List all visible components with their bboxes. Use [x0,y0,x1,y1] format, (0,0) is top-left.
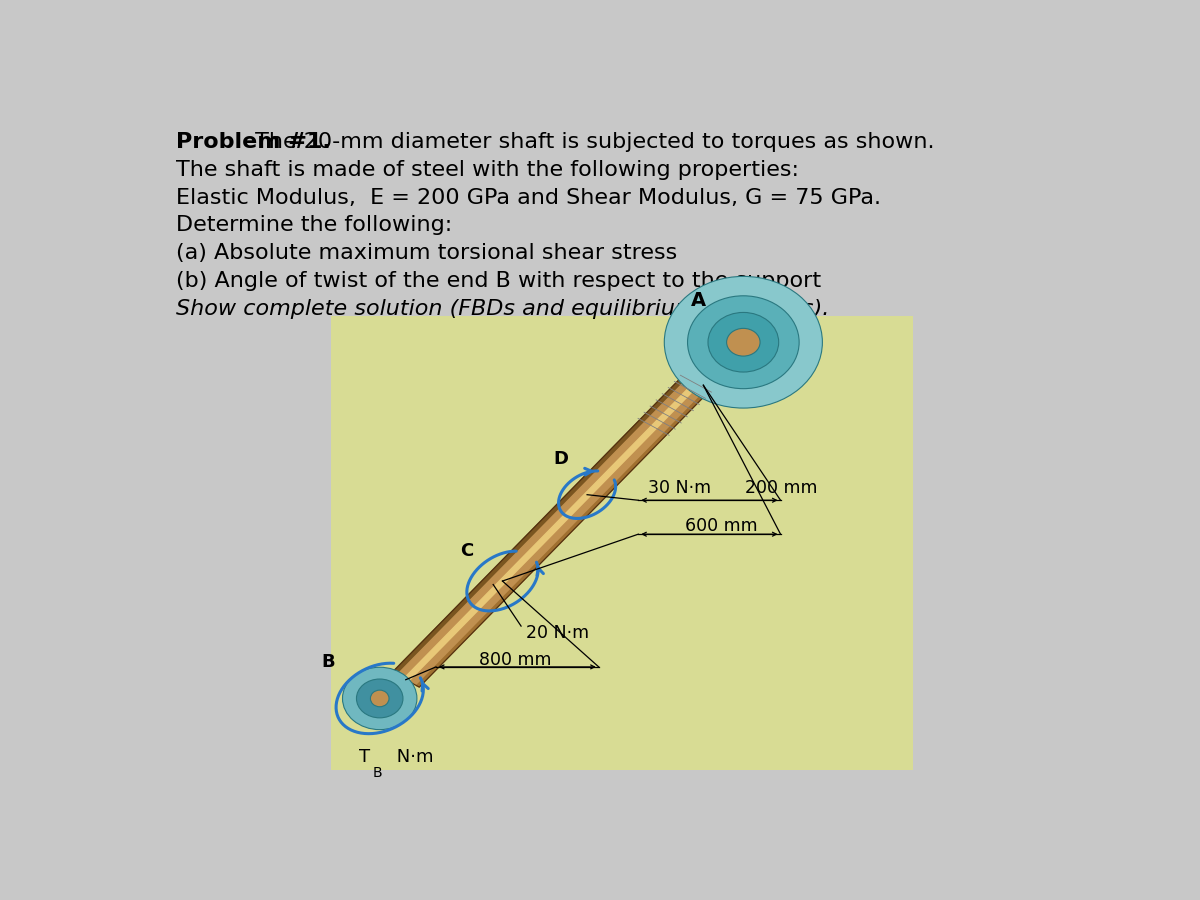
Ellipse shape [727,328,760,356]
Ellipse shape [665,276,822,408]
Text: Determine the following:: Determine the following: [176,215,452,236]
Text: Problem #1.: Problem #1. [176,132,331,152]
Text: B: B [322,652,335,670]
Text: (a) Absolute maximum torsional shear stress: (a) Absolute maximum torsional shear str… [176,243,677,263]
Ellipse shape [708,312,779,372]
Text: B: B [372,767,382,780]
Polygon shape [403,370,712,682]
Text: (b) Angle of twist of the end B with respect to the support: (b) Angle of twist of the end B with res… [176,271,821,291]
Text: T: T [359,748,371,766]
Text: 800 mm: 800 mm [479,651,551,669]
Text: 30 N·m: 30 N·m [648,479,710,497]
Ellipse shape [688,296,799,389]
Polygon shape [392,364,700,675]
Text: The 20-mm diameter shaft is subjected to torques as shown.: The 20-mm diameter shaft is subjected to… [248,132,935,152]
Ellipse shape [371,690,389,707]
Polygon shape [397,366,706,679]
Text: 20 N·m: 20 N·m [526,624,589,642]
Text: D: D [553,450,569,468]
Text: 200 mm: 200 mm [745,479,817,497]
Text: C: C [461,543,474,561]
Text: Elastic Modulus,  E = 200 GPa and Shear Modulus, G = 75 GPa.: Elastic Modulus, E = 200 GPa and Shear M… [176,188,881,208]
Text: A: A [691,292,707,310]
Polygon shape [410,374,719,686]
Text: The shaft is made of steel with the following properties:: The shaft is made of steel with the foll… [176,160,799,180]
Text: N·m: N·m [391,748,433,766]
Ellipse shape [356,679,403,718]
Bar [331,316,913,770]
Ellipse shape [342,667,416,730]
Text: 600 mm: 600 mm [685,517,757,535]
Text: Show complete solution (FBDs and equilibrium equations).: Show complete solution (FBDs and equilib… [176,299,829,319]
Polygon shape [416,377,721,687]
